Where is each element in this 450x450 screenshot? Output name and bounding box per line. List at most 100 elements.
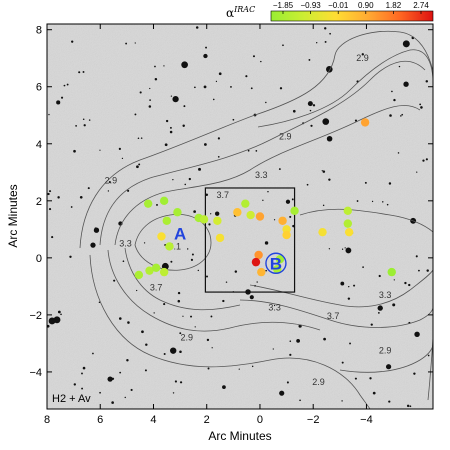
- colorbar-tick-label: 2.74: [413, 1, 429, 10]
- star: [181, 61, 188, 69]
- star: [81, 387, 84, 390]
- region-label: A: [174, 224, 186, 243]
- colorbar-ticks: −1.85 −0.93 −0.01 0.90 1.82 2.74: [273, 1, 429, 14]
- star: [205, 193, 208, 196]
- colorbar-tick-label: 0.90: [358, 1, 374, 10]
- star: [316, 42, 318, 44]
- star: [234, 270, 238, 273]
- star: [107, 190, 110, 192]
- alpha-point: [251, 257, 261, 267]
- star: [401, 113, 404, 116]
- star: [378, 274, 381, 278]
- contour-3.7-left: [124, 247, 241, 311]
- star: [118, 317, 122, 320]
- star: [138, 163, 141, 166]
- x-tick-label: 6: [97, 414, 103, 426]
- star: [415, 255, 418, 258]
- alpha-point: [215, 233, 225, 243]
- star: [190, 258, 194, 261]
- star: [108, 180, 111, 184]
- star: [63, 84, 66, 87]
- star: [362, 266, 364, 268]
- star: [309, 109, 312, 112]
- star: [322, 170, 326, 173]
- star: [404, 281, 407, 285]
- colorbar-label-main: α: [226, 6, 234, 20]
- star: [215, 80, 218, 83]
- colorbar-tick-label: 1.82: [386, 1, 402, 10]
- star: [126, 359, 129, 362]
- colorbar-tick-label: −0.01: [328, 1, 349, 10]
- alpha-point: [233, 208, 242, 217]
- star: [386, 203, 389, 206]
- alpha-point: [344, 227, 354, 237]
- star: [182, 124, 185, 127]
- star: [78, 71, 81, 74]
- star: [122, 260, 125, 263]
- alpha-point: [246, 210, 255, 220]
- star: [402, 40, 410, 48]
- colorbar-tick-label: −0.93: [300, 1, 321, 10]
- alpha-point: [254, 250, 263, 260]
- star: [130, 388, 133, 392]
- alpha-point: [165, 242, 174, 251]
- x-tick-label: 2: [204, 414, 210, 426]
- star: [225, 281, 228, 283]
- y-tick-label: −4: [29, 367, 42, 379]
- star: [265, 101, 267, 104]
- contour-2.9-bottom: [89, 254, 371, 409]
- star: [82, 366, 86, 370]
- contour-label: 2.9: [379, 345, 392, 355]
- star: [203, 143, 207, 146]
- contour-label: 3.7: [216, 190, 229, 200]
- contour-label: 2.9: [312, 377, 325, 387]
- star: [113, 279, 116, 282]
- star: [214, 211, 220, 216]
- star: [361, 53, 364, 56]
- star: [99, 149, 101, 151]
- star: [183, 105, 186, 108]
- star: [427, 354, 430, 357]
- star: [156, 203, 158, 206]
- star: [341, 248, 344, 250]
- star: [282, 44, 284, 47]
- star: [388, 182, 392, 185]
- star: [388, 400, 391, 403]
- star: [278, 168, 281, 170]
- star: [73, 383, 76, 386]
- star: [289, 215, 292, 218]
- star: [163, 65, 165, 67]
- star: [354, 119, 358, 122]
- star: [419, 103, 422, 106]
- contour-3.3-right: [299, 208, 433, 233]
- star: [82, 71, 85, 73]
- star: [164, 143, 168, 147]
- alpha-point: [241, 199, 250, 208]
- star: [391, 90, 393, 93]
- star: [57, 310, 61, 314]
- star: [47, 192, 50, 196]
- star: [354, 377, 357, 380]
- star: [406, 404, 410, 408]
- sky-background: [47, 24, 433, 409]
- star: [232, 118, 235, 121]
- star: [329, 32, 331, 35]
- star: [182, 315, 184, 317]
- x-axis-label: Arc Minutes: [208, 429, 271, 443]
- alpha-point: [199, 215, 209, 224]
- alpha-point: [275, 255, 285, 264]
- region-label: B: [270, 254, 282, 273]
- star: [245, 75, 248, 78]
- star: [79, 195, 83, 199]
- star: [172, 179, 174, 181]
- star: [179, 381, 183, 384]
- star: [190, 315, 193, 318]
- star: [249, 295, 254, 300]
- star: [308, 58, 311, 61]
- star: [90, 242, 96, 248]
- x-tick-label: −4: [360, 414, 373, 426]
- star: [170, 260, 173, 263]
- star: [323, 337, 326, 341]
- star: [385, 364, 392, 370]
- star: [82, 118, 85, 120]
